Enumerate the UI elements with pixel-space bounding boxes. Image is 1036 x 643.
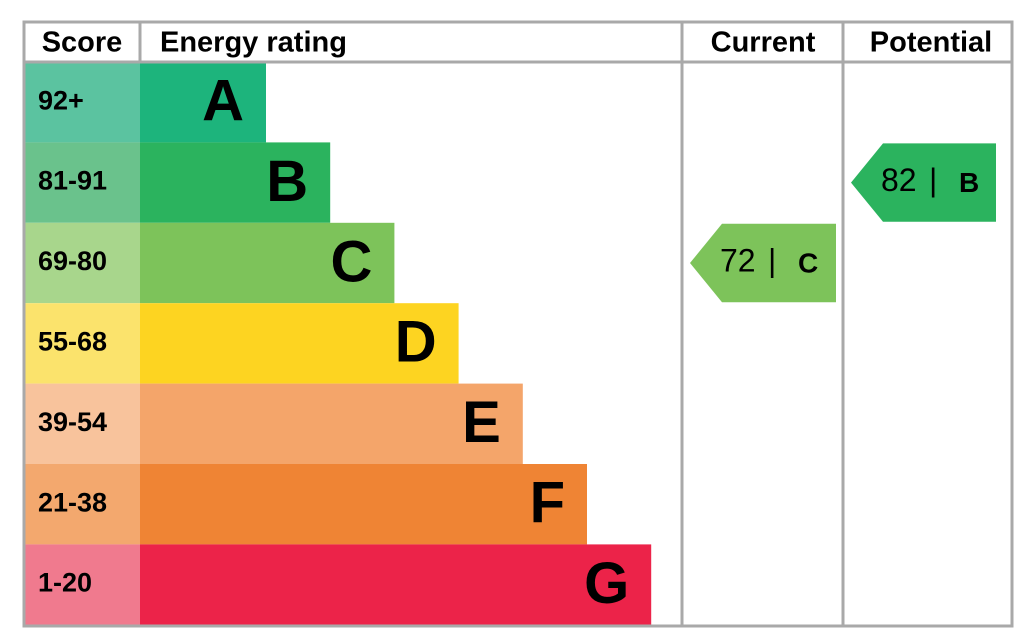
rating-bar: [140, 544, 652, 625]
band-letter: F: [530, 471, 565, 536]
band-letter: E: [462, 390, 501, 455]
current-separator: |: [768, 242, 776, 278]
score-label: 21-38: [38, 487, 107, 517]
rating-bar: [140, 222, 395, 304]
score-label: 92+: [38, 85, 84, 115]
header-current: Current: [711, 27, 816, 59]
outer-border: [22, 20, 1014, 628]
score-label: 1-20: [38, 568, 92, 598]
frame: [22, 20, 1014, 628]
score-cell: [24, 464, 140, 545]
band-letter: B: [266, 149, 308, 214]
score-cell: [24, 62, 140, 143]
rating-bar: [140, 383, 523, 464]
score-cell: [24, 142, 140, 223]
band-letter: D: [395, 310, 437, 375]
rating-bar: [140, 62, 266, 143]
score-cell: [24, 222, 140, 304]
potential-arrow: [851, 143, 996, 222]
band-letter: G: [584, 551, 629, 616]
score-label: 81-91: [38, 166, 107, 196]
current-value: 72: [720, 242, 756, 278]
score-cell: [24, 383, 140, 464]
score-label: 69-80: [38, 246, 107, 276]
potential-letter: B: [959, 167, 979, 198]
rating-bar: [140, 303, 459, 384]
rating-bar: [140, 142, 331, 223]
header-score: Score: [42, 27, 123, 59]
band-letter: C: [331, 229, 373, 294]
potential-value: 82: [881, 162, 917, 198]
cells: [24, 62, 652, 625]
header-potential: Potential: [870, 27, 992, 59]
current-arrow: [690, 223, 836, 303]
score-label: 55-68: [38, 327, 107, 357]
header-rating: Energy rating: [160, 27, 347, 59]
band-letter: A: [202, 69, 244, 134]
potential-separator: |: [929, 162, 937, 198]
score-cell: [24, 544, 140, 625]
rating-bar: [140, 464, 587, 545]
score-label: 39-54: [38, 407, 107, 437]
score-cell: [24, 303, 140, 384]
current-letter: C: [798, 247, 818, 278]
